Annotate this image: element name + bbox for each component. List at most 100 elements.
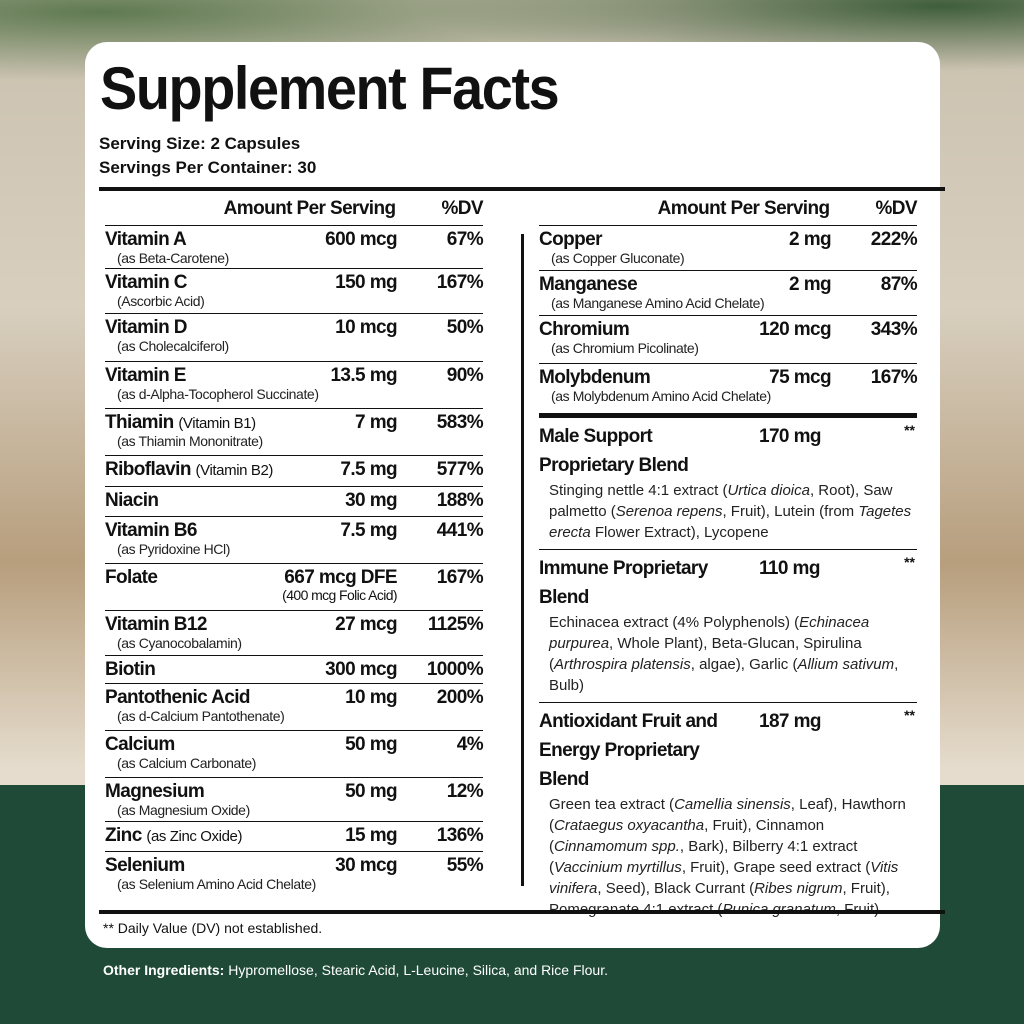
amount-value: 150 mg	[335, 272, 397, 293]
nutrient-source: (as Thiamin Mononitrate)	[117, 433, 263, 449]
nutrient-name: Niacin	[105, 490, 159, 512]
amount-value: 50 mg	[345, 734, 398, 755]
nutrient-row: Vitamin E (as d-Alpha-Tocopherol Succinat…	[105, 362, 484, 409]
nutrient-name: Vitamin C	[105, 272, 187, 294]
nutrient-name-text: Zinc	[105, 825, 142, 846]
serving-size: Serving Size: 2 Capsules	[99, 134, 301, 153]
amount-note: (400 mcg Folic Acid)	[282, 587, 397, 603]
blend-name: Immune Proprietary Blend	[539, 558, 708, 608]
nutrient-source: (as d-Alpha-Tocopherol Succinate)	[117, 386, 319, 402]
nutrient-name-text: Vitamin B6	[105, 520, 197, 541]
ingredient-text: Urtica dioica	[727, 482, 810, 499]
nutrient-amount: 667 mcg DFE (400 mcg Folic Acid)	[282, 567, 397, 603]
blend-name: Antioxidant Fruit and Energy Proprietary…	[539, 711, 718, 790]
nutrient-source: (Ascorbic Acid)	[117, 293, 205, 309]
nutrient-amount: 30 mg	[345, 490, 398, 512]
nutrient-source: (as Calcium Carbonate)	[117, 755, 257, 771]
ingredient-text: , Fruit), Cinnamon (	[549, 817, 825, 855]
nutrient-amount: 2 mg	[789, 229, 832, 251]
proprietary-blend: Male Support Proprietary Blend 170 mg ** St…	[539, 414, 917, 550]
nutrient-source: (as Beta-Carotene)	[117, 250, 229, 266]
amount-value: 120 mcg	[759, 319, 831, 340]
nutrient-source: (as Cyanocobalamin)	[117, 635, 242, 651]
nutrient-dv: 4%	[456, 734, 484, 755]
nutrient-amount: 27 mcg	[335, 614, 397, 636]
nutrient-dv: 136%	[436, 825, 484, 846]
ingredient-text: Green tea extract (	[549, 796, 675, 813]
nutrient-dv: 577%	[436, 459, 484, 480]
proprietary-blend: Antioxidant Fruit and Energy Proprietary…	[539, 703, 917, 926]
nutrient-name-text: Vitamin E	[105, 365, 186, 386]
nutrient-name-text: Vitamin A	[105, 229, 187, 250]
blend-name: Male Support Proprietary Blend	[539, 426, 689, 476]
dv-header: %DV	[875, 198, 918, 219]
nutrient-dv: 167%	[870, 367, 918, 388]
nutrient-row: Vitamin D (as Cholecalciferol) 10 mcg 50%	[105, 314, 484, 362]
nutrient-name: Pantothenic Acid	[105, 687, 250, 709]
nutrient-name: Selenium	[105, 855, 185, 877]
footnote: ** Daily Value (DV) not established.	[103, 920, 323, 936]
nutrient-source: (as Chromium Picolinate)	[551, 340, 699, 356]
nutrient-dv: 50%	[446, 317, 484, 338]
nutrient-name-text: Selenium	[105, 855, 185, 876]
nutrient-row: Magnesium (as Magnesium Oxide) 50 mg 12%	[105, 778, 484, 822]
nutrient-name-text: Copper	[539, 229, 603, 250]
column-header: Amount Per Serving %DV	[539, 192, 918, 226]
nutrient-qualifier: (Vitamin B2)	[195, 462, 274, 479]
amount-value: 30 mg	[345, 490, 398, 511]
amount-value: 7.5 mg	[340, 520, 397, 541]
nutrient-name-text: Niacin	[105, 490, 159, 511]
amount-value: 10 mcg	[335, 317, 397, 338]
ingredient-text: , algae), Garlic (	[690, 656, 798, 673]
nutrient-name-text: Vitamin C	[105, 272, 187, 293]
bottom-rule	[99, 910, 945, 914]
other-ingredients-text: Hypromellose, Stearic Acid, L-Leucine, S…	[224, 962, 608, 978]
blend-ingredients: Echinacea extract (4% Polyphenols) (Echi…	[539, 612, 917, 696]
amount-header: Amount Per Serving	[223, 198, 396, 219]
nutrient-name: Zinc (as Zinc Oxide)	[105, 825, 242, 847]
ingredient-text: , Root), Saw palmetto (	[549, 482, 893, 520]
nutrient-amount: 300 mcg	[325, 659, 397, 681]
nutrient-row: Molybdenum (as Molybdenum Amino Acid Chel…	[539, 364, 918, 414]
nutrient-row: Chromium (as Chromium Picolinate) 120 mcg 3…	[539, 316, 918, 364]
nutrient-name: Folate	[105, 567, 158, 589]
ingredient-text: Crataegus oxyacantha	[554, 817, 705, 834]
nutrient-name-text: Calcium	[105, 734, 175, 755]
amount-value: 50 mg	[345, 781, 398, 802]
nutrient-row: Vitamin B6 (as Pyridoxine HCl) 7.5 mg 441%	[105, 517, 484, 564]
ingredient-text: Serenoa repens	[615, 503, 723, 520]
nutrient-name: Chromium	[539, 319, 630, 341]
blend-dv: **	[904, 707, 915, 723]
nutrient-name: Calcium	[105, 734, 175, 756]
ingredient-text: , Fruit), Lutein (from	[722, 503, 859, 520]
ingredient-text: Echinacea purpurea	[549, 614, 870, 652]
nutrient-name: Molybdenum	[539, 367, 651, 389]
ingredient-text: Allium sativum	[797, 656, 895, 673]
nutrient-amount: 600 mcg	[325, 229, 397, 251]
nutrient-dv: 583%	[436, 412, 484, 433]
nutrient-name-text: Magnesium	[105, 781, 205, 802]
nutrient-amount: 7 mg	[355, 412, 398, 434]
nutrient-name-text: Manganese	[539, 274, 638, 295]
nutrient-name: Biotin	[105, 659, 156, 681]
ingredient-text: Echinacea extract (4% Polyphenols) (	[549, 614, 800, 631]
amount-value: 667 mcg DFE	[284, 567, 397, 588]
nutrient-name-text: Molybdenum	[539, 367, 651, 388]
nutrient-amount: 75 mcg	[769, 367, 831, 389]
nutrient-amount: 10 mcg	[335, 317, 397, 339]
nutrient-row: Biotin 300 mcg 1000%	[105, 656, 484, 684]
nutrient-dv: 1125%	[427, 614, 484, 635]
nutrient-name: Vitamin B6	[105, 520, 197, 542]
nutrient-dv: 167%	[436, 272, 484, 293]
amount-value: 15 mg	[345, 825, 398, 846]
other-ingredients: Other Ingredients: Hypromellose, Stearic…	[103, 962, 608, 978]
blend-dv: **	[904, 554, 915, 570]
nutrient-dv: 343%	[870, 319, 918, 340]
nutrient-source: (as Cholecalciferol)	[117, 338, 229, 354]
amount-value: 7 mg	[355, 412, 398, 433]
nutrient-dv: 67%	[446, 229, 484, 250]
amount-value: 75 mcg	[769, 367, 831, 388]
nutrient-source: (as Manganese Amino Acid Chelate)	[551, 295, 765, 311]
top-rule	[99, 187, 945, 191]
nutrient-amount: 120 mcg	[759, 319, 831, 341]
